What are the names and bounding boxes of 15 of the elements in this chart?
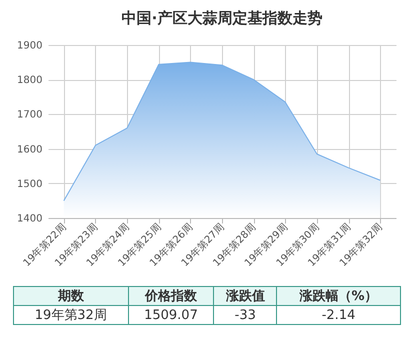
text: 价格指数 [128,286,214,306]
y-tick-label: 1900 [17,40,42,52]
text: -33 [214,306,277,324]
y-tick-label: 1500 [17,178,42,190]
text: 涨跌值 [214,286,277,306]
y-tick-label: 1700 [17,110,42,121]
text: 19年第32周 [14,306,128,324]
y-tick-label: 1600 [17,144,42,156]
text: 期数 [14,286,128,306]
text: -2.14 [276,306,400,324]
text: 1509.07 [128,306,214,324]
chart-title: 中国·产区大蒜周定基指数走势 [122,9,322,27]
y-tick-label: 1800 [17,75,42,86]
text: 涨跌幅（%） [276,286,400,306]
y-tick-label: 1400 [17,214,42,224]
